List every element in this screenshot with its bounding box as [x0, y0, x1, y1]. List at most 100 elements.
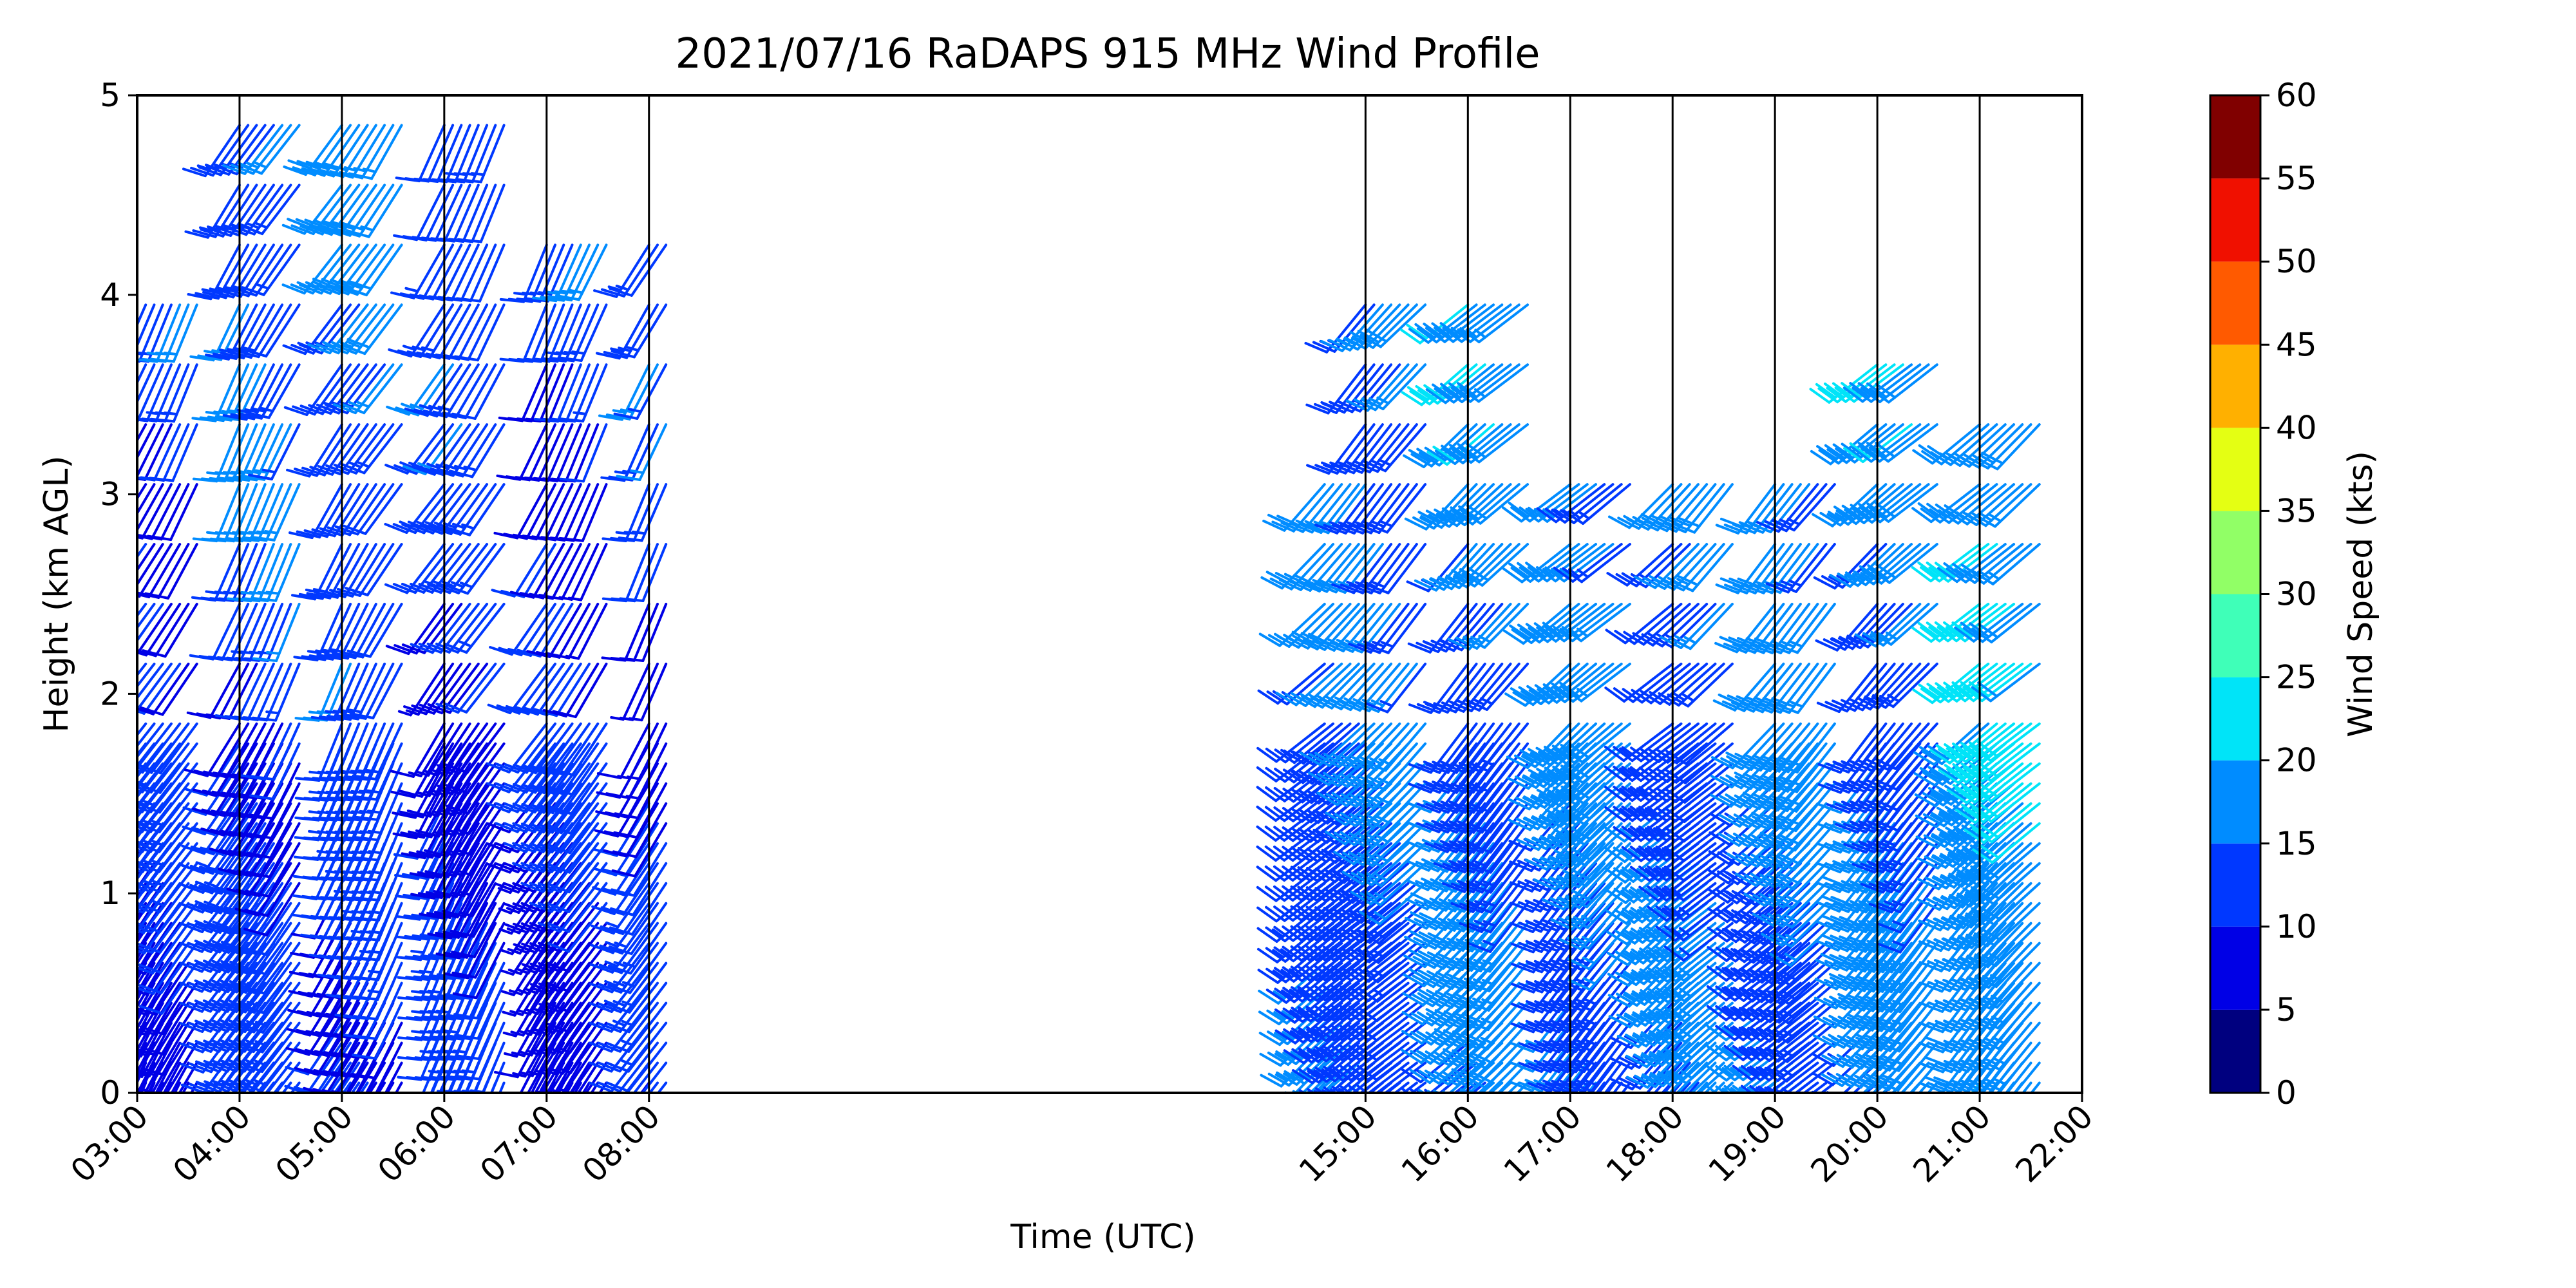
colorbar-segment: [2210, 511, 2260, 594]
wind-barb: [354, 882, 403, 942]
wind-barb: [529, 822, 591, 873]
wind-barb: [420, 902, 471, 960]
wind-barb: [437, 942, 489, 1000]
wind-barb: [346, 1061, 369, 1093]
wind-barb: [137, 722, 156, 748]
wind-barb: [354, 842, 403, 902]
wind-barb: [443, 902, 497, 959]
wind-barb: [442, 822, 489, 878]
wind-barb: [226, 842, 284, 897]
wind-barb: [545, 602, 600, 659]
wind-barb: [137, 423, 156, 460]
x-tick-label: 07:00: [473, 1097, 565, 1189]
x-tick-label: 18:00: [1599, 1097, 1691, 1189]
wind-barb: [137, 423, 164, 479]
wind-barb: [341, 1081, 352, 1093]
wind-barb: [137, 722, 190, 774]
wind-barb: [247, 782, 301, 840]
wind-barb: [137, 762, 138, 766]
wind-barb: [139, 981, 198, 1036]
wind-barb: [137, 862, 198, 913]
wind-barb: [353, 961, 403, 1021]
wind-barb: [327, 483, 386, 536]
wind-barb: [436, 922, 489, 980]
wind-barb: [412, 882, 463, 940]
wind-barb: [137, 483, 173, 540]
wind-barb: [537, 862, 600, 913]
colorbar-label: Wind Speed (kts): [2342, 451, 2380, 737]
wind-barb: [350, 1081, 361, 1093]
colorbar-tick-label: 45: [2276, 326, 2317, 363]
wind-barb: [540, 742, 600, 795]
wind-barb: [137, 1021, 182, 1077]
wind-barb: [515, 662, 574, 716]
wind-barb: [557, 303, 608, 362]
wind-barb: [137, 722, 173, 770]
wind-barb: [137, 543, 173, 598]
wind-barb: [610, 662, 650, 721]
wind-barb: [444, 922, 497, 980]
wind-barb: [149, 303, 198, 363]
wind-barb: [456, 782, 506, 835]
wind-barb: [507, 363, 557, 422]
x-tick-label: 05:00: [268, 1097, 360, 1189]
colorbar: 0 5 10 15 20 25 30 35 40 45 50 55 60: [2209, 77, 2317, 1112]
colorbar-segment: [2210, 594, 2260, 677]
wind-barb: [557, 1001, 608, 1054]
wind-barb: [289, 483, 343, 540]
wind-barb: [495, 722, 557, 774]
wind-barb: [611, 543, 659, 603]
wind-barb: [244, 862, 301, 918]
wind-barb: [328, 1061, 352, 1093]
x-tick-label: 21:00: [1906, 1097, 1998, 1189]
y-axis: 0 1 2 3 4 5: [100, 77, 137, 1112]
wind-barb: [499, 303, 548, 363]
wind-barb: [137, 961, 190, 1016]
wind-barb: [348, 124, 403, 180]
y-tick-label: 0: [100, 1074, 120, 1112]
wind-barb: [285, 1001, 343, 1056]
wind-barb: [137, 662, 164, 700]
wind-barb: [538, 942, 600, 994]
wind-barb: [290, 902, 343, 959]
wind-barb: [459, 862, 506, 918]
wind-barb: [137, 981, 173, 1037]
wind-barb: [191, 782, 250, 836]
wind-barb: [540, 722, 600, 776]
colorbar-segment: [2210, 345, 2260, 428]
wind-barb: [590, 1081, 600, 1093]
colorbar-tick-label: 15: [2276, 825, 2317, 862]
wind-barb: [137, 1021, 138, 1027]
wind-barb: [137, 902, 198, 954]
wind-barb: [137, 602, 173, 656]
wind-barb: [181, 802, 241, 855]
wind-barb: [448, 762, 497, 815]
wind-barb: [457, 124, 506, 184]
y-tick-label: 3: [100, 476, 120, 513]
y-tick-label: 5: [100, 77, 120, 114]
wind-barb: [137, 602, 164, 643]
wind-barb: [137, 1001, 173, 1058]
wind-barb: [137, 902, 190, 954]
wind-barb: [435, 662, 497, 714]
wind-barb: [549, 981, 600, 1034]
wind-barb: [191, 762, 250, 817]
wind-barb: [137, 602, 138, 607]
wind-barb: [346, 602, 403, 658]
wind-barb: [537, 902, 600, 953]
wind-barb: [137, 483, 147, 501]
wind-barb: [538, 543, 591, 601]
wind-barb: [137, 423, 147, 443]
wind-barb: [341, 662, 395, 720]
wind-barb: [137, 722, 147, 737]
wind-barb: [354, 822, 403, 882]
wind-barb: [500, 543, 557, 598]
wind-barb: [435, 882, 489, 939]
wind-barb: [539, 762, 600, 815]
wind-barb: [239, 124, 301, 175]
wind-barb: [137, 363, 156, 405]
wind-barb: [529, 882, 591, 933]
wind-barb: [137, 802, 198, 853]
wind-barb: [549, 1001, 600, 1054]
